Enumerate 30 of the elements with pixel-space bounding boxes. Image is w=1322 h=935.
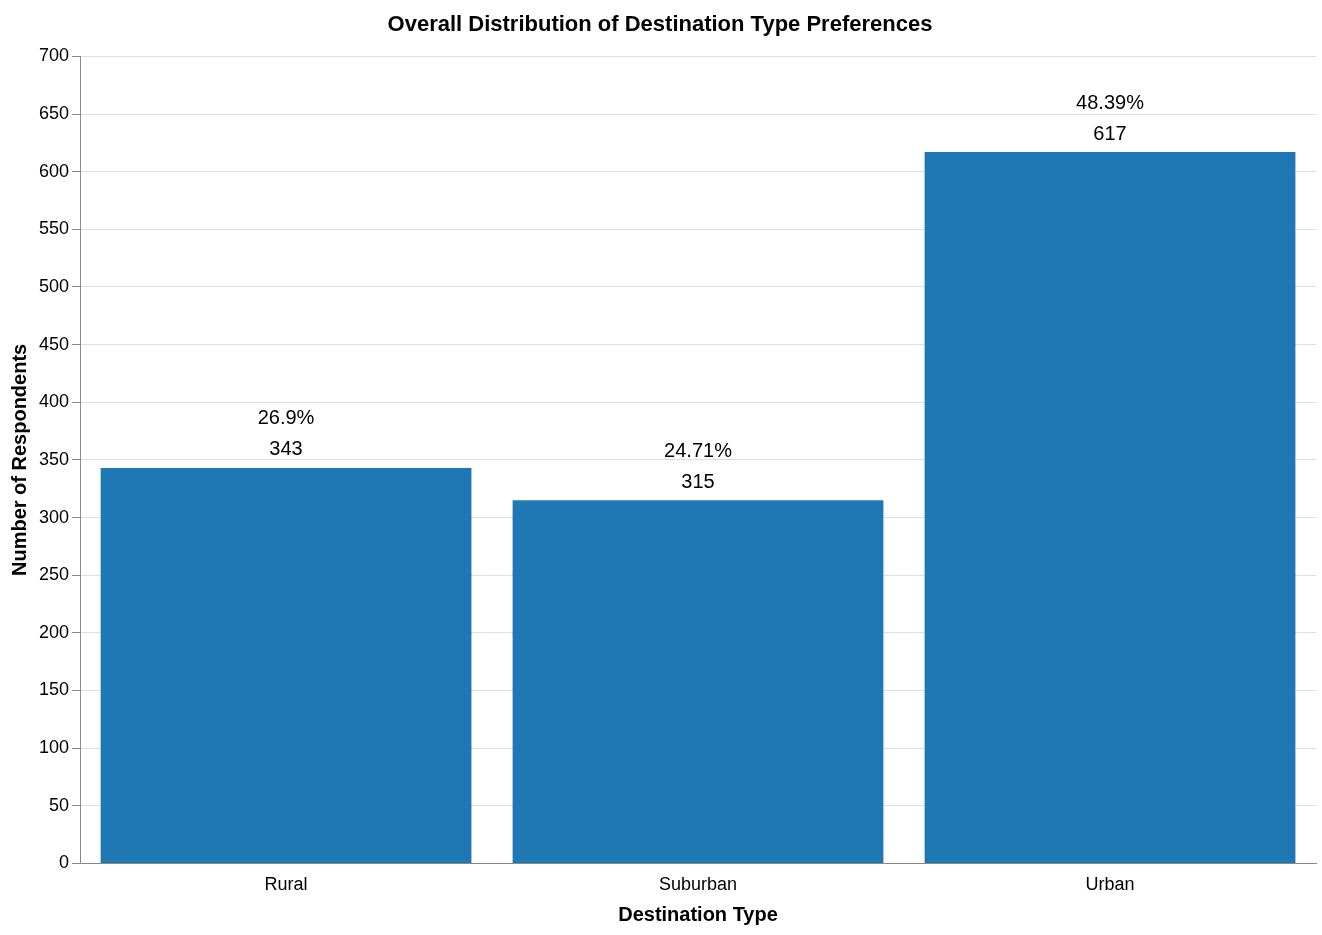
annotation: 26.9% bbox=[257, 406, 315, 429]
y-tick-label: 700 bbox=[38, 45, 70, 66]
y-tick-label: 450 bbox=[38, 333, 70, 354]
y-tick-label: 400 bbox=[38, 391, 70, 412]
annotation: 24.71% bbox=[664, 438, 733, 461]
y-tick-label: 100 bbox=[38, 737, 70, 758]
y-tick-label: 50 bbox=[49, 794, 70, 815]
chart-title: Overall Distribution of Destination Type Preferences bbox=[387, 11, 933, 37]
y-tick-label: 250 bbox=[38, 564, 70, 585]
y-tick-label: 550 bbox=[38, 218, 70, 239]
y-tick-label: 500 bbox=[38, 275, 70, 296]
bar bbox=[924, 152, 1296, 863]
y-tick-label: 600 bbox=[38, 160, 70, 181]
y-tick-label: 200 bbox=[38, 621, 70, 642]
y-tick-label: 350 bbox=[38, 448, 70, 469]
x-tick-label: Rural bbox=[264, 874, 308, 895]
bar bbox=[100, 467, 472, 863]
y-tick-label: 0 bbox=[59, 852, 70, 873]
y-tick-label: 150 bbox=[38, 679, 70, 700]
data-label: 617 bbox=[1093, 121, 1127, 144]
annotation: 48.39% bbox=[1076, 90, 1145, 113]
y-axis-title: Number of Respondents bbox=[7, 343, 30, 577]
data-label: 343 bbox=[269, 437, 303, 460]
data-label: 315 bbox=[681, 469, 715, 492]
bar bbox=[512, 500, 884, 863]
x-tick-label: Urban bbox=[1085, 874, 1135, 895]
y-tick-label: 300 bbox=[38, 506, 70, 527]
x-axis-title: Destination Type bbox=[618, 902, 778, 925]
y-tick-label: 650 bbox=[38, 103, 70, 124]
x-tick-label: Suburban bbox=[658, 874, 738, 895]
